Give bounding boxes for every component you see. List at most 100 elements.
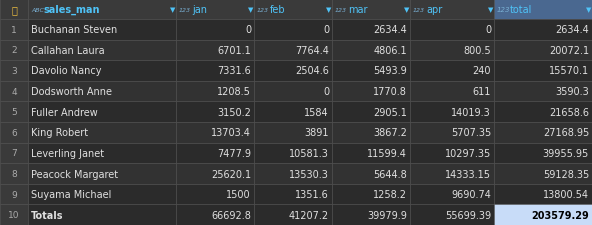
Text: 1770.8: 1770.8: [373, 87, 407, 97]
Text: 41207.2: 41207.2: [289, 210, 329, 220]
Bar: [176, 61, 254, 81]
Text: 14019.3: 14019.3: [451, 107, 491, 117]
Text: 27168.95: 27168.95: [543, 128, 589, 138]
Text: 123: 123: [497, 7, 510, 13]
Bar: [332, 184, 410, 205]
Bar: [0, 143, 28, 164]
Text: 1500: 1500: [226, 189, 251, 199]
Text: Leverling Janet: Leverling Janet: [31, 148, 104, 158]
Bar: [410, 205, 494, 225]
Text: Suyama Michael: Suyama Michael: [31, 189, 111, 199]
Text: Peacock Margaret: Peacock Margaret: [31, 169, 118, 179]
Bar: [176, 81, 254, 102]
Bar: [0, 184, 28, 205]
Text: 611: 611: [472, 87, 491, 97]
Text: 15570.1: 15570.1: [549, 66, 589, 76]
Text: 7: 7: [11, 149, 17, 158]
Bar: [254, 122, 332, 143]
Bar: [494, 122, 592, 143]
Text: Fuller Andrew: Fuller Andrew: [31, 107, 98, 117]
Bar: [494, 205, 592, 225]
Bar: [332, 102, 410, 122]
Bar: [332, 143, 410, 164]
Text: Davolio Nancy: Davolio Nancy: [31, 66, 101, 76]
Bar: [0, 40, 28, 61]
Bar: [176, 143, 254, 164]
Bar: [410, 102, 494, 122]
Text: 7764.4: 7764.4: [295, 46, 329, 56]
Bar: [494, 0, 592, 20]
Text: jan: jan: [192, 5, 207, 15]
Bar: [332, 0, 410, 20]
Text: ▼: ▼: [586, 7, 591, 13]
Text: 39955.95: 39955.95: [543, 148, 589, 158]
Bar: [176, 40, 254, 61]
Text: King Robert: King Robert: [31, 128, 88, 138]
Bar: [0, 122, 28, 143]
Bar: [410, 81, 494, 102]
Bar: [176, 164, 254, 184]
Bar: [0, 20, 28, 40]
Text: 2634.4: 2634.4: [373, 25, 407, 35]
Text: 123: 123: [257, 7, 269, 12]
Text: 0: 0: [485, 25, 491, 35]
Text: 5644.8: 5644.8: [373, 169, 407, 179]
Bar: [494, 143, 592, 164]
Bar: [0, 205, 28, 225]
Text: 25620.1: 25620.1: [211, 169, 251, 179]
Text: sales_man: sales_man: [44, 5, 101, 15]
Bar: [332, 20, 410, 40]
Bar: [494, 81, 592, 102]
Text: 1: 1: [11, 26, 17, 35]
Bar: [332, 40, 410, 61]
Bar: [0, 164, 28, 184]
Text: 1351.6: 1351.6: [295, 189, 329, 199]
Bar: [28, 184, 176, 205]
Bar: [28, 164, 176, 184]
Bar: [28, 143, 176, 164]
Bar: [494, 40, 592, 61]
Bar: [494, 20, 592, 40]
Text: 3891: 3891: [304, 128, 329, 138]
Text: 3867.2: 3867.2: [373, 128, 407, 138]
Text: 240: 240: [472, 66, 491, 76]
Bar: [28, 122, 176, 143]
Text: 0: 0: [245, 25, 251, 35]
Text: 59128.35: 59128.35: [543, 169, 589, 179]
Bar: [332, 81, 410, 102]
Text: 3150.2: 3150.2: [217, 107, 251, 117]
Text: Totals: Totals: [31, 210, 63, 220]
Text: 7331.6: 7331.6: [217, 66, 251, 76]
Text: 11599.4: 11599.4: [367, 148, 407, 158]
Bar: [176, 205, 254, 225]
Bar: [494, 102, 592, 122]
Bar: [410, 40, 494, 61]
Text: Buchanan Steven: Buchanan Steven: [31, 25, 117, 35]
Text: 123: 123: [335, 7, 347, 12]
Text: 14333.15: 14333.15: [445, 169, 491, 179]
Text: ▼: ▼: [170, 7, 175, 13]
Text: 21658.6: 21658.6: [549, 107, 589, 117]
Text: 7477.9: 7477.9: [217, 148, 251, 158]
Bar: [28, 40, 176, 61]
Text: 6: 6: [11, 128, 17, 137]
Bar: [176, 122, 254, 143]
Bar: [332, 61, 410, 81]
Bar: [0, 61, 28, 81]
Text: 0: 0: [323, 87, 329, 97]
Bar: [410, 184, 494, 205]
Text: ▼: ▼: [326, 7, 332, 13]
Bar: [254, 143, 332, 164]
Bar: [254, 205, 332, 225]
Bar: [254, 164, 332, 184]
Bar: [332, 205, 410, 225]
Bar: [410, 61, 494, 81]
Bar: [254, 81, 332, 102]
Text: 3: 3: [11, 67, 17, 76]
Bar: [254, 40, 332, 61]
Text: feb: feb: [270, 5, 285, 15]
Bar: [176, 102, 254, 122]
Text: 13530.3: 13530.3: [289, 169, 329, 179]
Text: 20072.1: 20072.1: [549, 46, 589, 56]
Bar: [176, 184, 254, 205]
